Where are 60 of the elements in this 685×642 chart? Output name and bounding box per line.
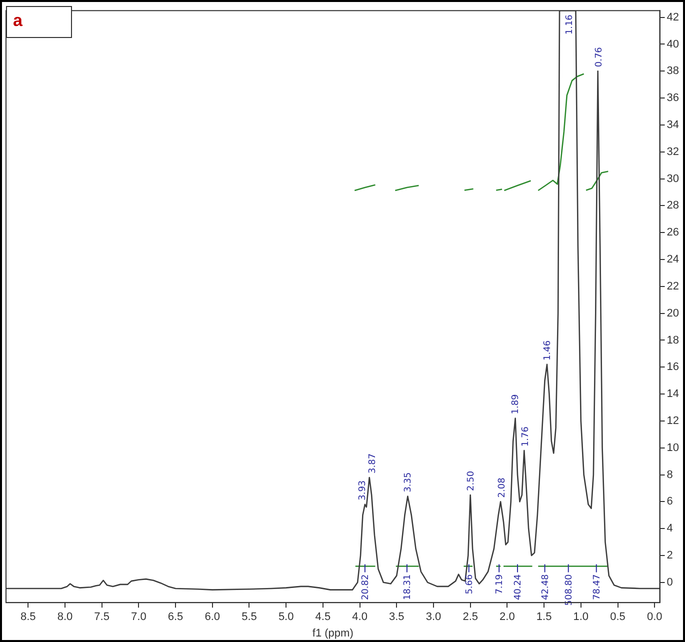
x-tick-label: 5.5 (242, 611, 257, 624)
panel-label-box: a (6, 6, 72, 38)
y-tick-label: 40 (666, 38, 680, 50)
y-tick-label: 0 (666, 576, 673, 588)
annotation: 3.35 (404, 472, 414, 492)
y-tick-label: 24 (666, 254, 680, 266)
y-tick-label: 10 (666, 442, 680, 454)
annotation: 2.08 (497, 477, 508, 498)
y-tick-label: 14 (666, 388, 680, 400)
y-tick-label: 6 (666, 496, 673, 508)
y-tick-label: 20 (666, 307, 680, 320)
y-tick-label: 8 (666, 468, 673, 481)
annotation: 1.76 (521, 426, 532, 447)
y-tick-label: 34 (666, 118, 680, 131)
x-tick-label: 6.0 (204, 611, 220, 624)
y-tick-label: 42 (666, 11, 680, 24)
annotation: 20.82 (360, 574, 371, 600)
x-tick-label: 7.5 (94, 611, 110, 624)
y-tick-label: 18 (666, 334, 680, 346)
x-tick-label: 3.0 (426, 611, 442, 624)
annotation: 42.48 (540, 574, 551, 600)
x-tick-label: 2.5 (462, 611, 478, 624)
x-tick-label: 5.0 (278, 611, 294, 624)
x-tick-label: 1.5 (536, 611, 552, 624)
annotation: 0.76 (594, 46, 605, 68)
annotation: 1.46 (542, 340, 553, 360)
y-tick-label: 16 (666, 361, 680, 374)
y-tick-label: 2 (666, 550, 673, 562)
annotation: 18.31 (402, 574, 413, 600)
y-tick-label: 30 (666, 172, 680, 185)
annotation: 3.87 (368, 453, 378, 474)
y-tick-label: 26 (666, 226, 680, 239)
x-axis-title: f1 (ppm) (312, 627, 354, 640)
annotation: 5.66 (464, 574, 475, 594)
y-tick-label: 28 (666, 200, 680, 212)
y-tick-label: 22 (666, 280, 680, 292)
annotation: 7.19 (495, 574, 506, 594)
annotation: 1.89 (511, 394, 522, 414)
annotation: 2.50 (466, 470, 476, 491)
annotation: 40.24 (514, 574, 524, 600)
y-tick-label: 32 (666, 146, 680, 158)
x-tick-label: 0.5 (610, 611, 626, 624)
y-tick-label: 38 (666, 65, 680, 78)
x-tick-label: 0.0 (646, 611, 662, 624)
x-tick-label: 8.5 (20, 611, 36, 624)
x-tick-label: 4.0 (352, 611, 368, 624)
x-tick-label: 2.0 (500, 611, 515, 624)
x-tick-label: 6.5 (168, 611, 184, 624)
y-tick-label: 4 (666, 522, 673, 535)
x-tick-label: 3.5 (388, 611, 404, 624)
x-tick-label: 7.0 (131, 611, 146, 624)
x-tick-label: 8.0 (57, 611, 73, 624)
x-tick-label: 4.5 (315, 611, 331, 624)
annotation: 78.47 (592, 574, 602, 600)
annotation: 3.93 (358, 480, 368, 500)
y-tick-label: 12 (666, 414, 680, 427)
annotation: 1.16 (565, 14, 576, 35)
annotation: 508.80 (564, 574, 574, 606)
x-tick-label: 1.0 (573, 611, 589, 624)
y-tick-label: 36 (666, 92, 680, 104)
